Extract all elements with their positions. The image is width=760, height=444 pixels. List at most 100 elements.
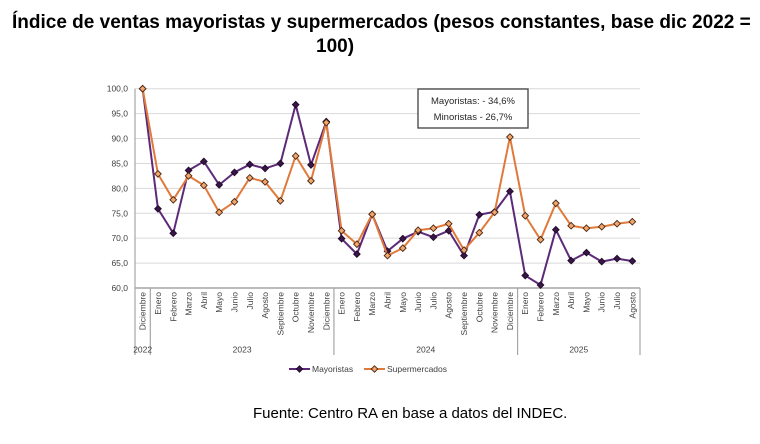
data-point-supermercados xyxy=(444,219,453,228)
data-point-supermercados xyxy=(475,228,484,237)
data-point-mayoristas xyxy=(597,257,606,266)
data-point-supermercados xyxy=(628,217,637,226)
data-point-mayoristas xyxy=(154,204,162,213)
data-point-mayoristas xyxy=(276,159,285,168)
y-tick-label: 65,0 xyxy=(111,258,128,268)
x-tick-label: Noviembre xyxy=(306,292,316,333)
data-point-mayoristas xyxy=(551,225,560,234)
x-tick-label: Octubre xyxy=(291,292,301,323)
legend-marker-mayoristas xyxy=(295,365,304,373)
data-point-mayoristas xyxy=(230,168,239,177)
x-axis-month-labels: Diciembre Enero Febrero Marzo Abril Mayo Junio… xyxy=(138,292,638,336)
data-point-mayoristas xyxy=(567,256,576,265)
data-point-supermercados xyxy=(398,244,407,253)
legend-item-supermercados: Supermercados xyxy=(364,364,447,374)
data-point-supermercados xyxy=(154,169,162,178)
data-point-mayoristas xyxy=(582,248,591,257)
x-tick-label: Agosto xyxy=(444,292,454,319)
y-tick-label: 60,0 xyxy=(111,283,128,293)
data-point-supermercados xyxy=(276,196,285,205)
data-point-mayoristas xyxy=(613,254,621,263)
x-tick-label: Julio xyxy=(245,292,255,310)
x-tick-label: Febrero xyxy=(168,292,178,322)
annotation-box: Mayoristas: - 34,6% Minoristas - 26,7% xyxy=(417,88,529,129)
series-supermercados xyxy=(138,84,637,260)
x-tick-label: Agosto xyxy=(260,292,270,319)
data-point-supermercados xyxy=(261,177,270,186)
data-point-mayoristas xyxy=(291,100,300,109)
x-tick-label: Noviembre xyxy=(490,292,500,333)
y-axis-tick-labels: 60,0 65,0 70,0 75,0 80,0 85,0 90,0 95,0 100,0 xyxy=(107,84,129,293)
data-point-supermercados xyxy=(368,210,377,219)
legend-marker-supermercados xyxy=(370,365,379,373)
y-tick-label: 100,0 xyxy=(107,84,129,94)
annotation-line: Mayoristas: - 34,6% xyxy=(431,96,515,107)
x-tick-label: Mayo xyxy=(581,292,591,313)
data-point-mayoristas xyxy=(475,210,484,219)
data-point-supermercados xyxy=(307,176,315,185)
data-point-supermercados xyxy=(230,197,239,206)
y-tick-label: 85,0 xyxy=(111,158,128,168)
data-point-supermercados xyxy=(337,226,346,235)
legend-item-mayoristas: Mayoristas xyxy=(289,364,353,374)
gridlines xyxy=(135,88,640,264)
data-point-supermercados xyxy=(199,181,208,190)
year-label: 2023 xyxy=(233,345,252,355)
series-mayoristas xyxy=(138,84,637,289)
year-label: 2022 xyxy=(133,345,152,355)
data-point-mayoristas xyxy=(429,233,438,242)
x-tick-label: Diciembre xyxy=(138,292,148,331)
x-tick-label: Enero xyxy=(520,292,530,315)
x-tick-label: Marzo xyxy=(367,292,377,316)
data-point-mayoristas xyxy=(307,160,315,169)
y-tick-label: 90,0 xyxy=(111,134,128,144)
legend-label: Mayoristas xyxy=(312,364,353,374)
x-tick-label: Abril xyxy=(199,292,209,309)
chart-title-line-1: Índice de ventas mayoristas y supermerca… xyxy=(12,12,751,33)
x-tick-label: Junio xyxy=(413,292,423,313)
data-point-supermercados xyxy=(184,171,193,180)
data-point-supermercados xyxy=(490,208,499,217)
data-point-mayoristas xyxy=(521,271,530,280)
data-point-mayoristas xyxy=(352,250,361,259)
year-label: 2025 xyxy=(569,345,588,355)
data-point-mayoristas xyxy=(398,234,407,243)
data-point-mayoristas xyxy=(261,164,270,173)
x-tick-label: Febrero xyxy=(536,292,546,322)
data-point-supermercados xyxy=(322,118,331,127)
x-tick-label: Diciembre xyxy=(321,292,331,331)
annotation-frame xyxy=(417,88,529,129)
data-point-supermercados xyxy=(245,173,254,182)
annotation-line: Minoristas - 26,7% xyxy=(434,112,513,123)
y-tick-label: 70,0 xyxy=(111,233,128,243)
data-point-mayoristas xyxy=(505,187,514,196)
data-point-supermercados xyxy=(505,133,514,141)
data-point-supermercados xyxy=(567,221,576,230)
x-tick-label: Septiembre xyxy=(275,292,285,336)
data-point-supermercados xyxy=(215,208,224,217)
x-tick-label: Febrero xyxy=(352,292,362,322)
data-point-supermercados xyxy=(551,199,560,208)
x-tick-label: Abril xyxy=(383,292,393,309)
y-tick-label: 80,0 xyxy=(111,183,128,193)
data-point-supermercados xyxy=(521,211,530,220)
data-point-supermercados xyxy=(169,195,178,204)
data-point-supermercados xyxy=(383,251,392,260)
data-point-mayoristas xyxy=(245,160,254,169)
data-point-mayoristas xyxy=(169,229,178,238)
x-tick-label: Agosto xyxy=(627,292,637,319)
x-tick-label: Abril xyxy=(566,292,576,309)
x-tick-label: Enero xyxy=(337,292,347,315)
x-tick-label: Mayo xyxy=(398,292,408,313)
data-point-mayoristas xyxy=(337,234,346,243)
year-label: 2024 xyxy=(416,345,435,355)
data-point-supermercados xyxy=(429,224,438,233)
x-tick-label: Marzo xyxy=(184,292,194,316)
data-point-mayoristas xyxy=(536,281,545,289)
x-tick-label: Octubre xyxy=(474,292,484,323)
axes xyxy=(134,88,641,355)
x-tick-label: Mayo xyxy=(214,292,224,313)
x-tick-label: Diciembre xyxy=(505,292,515,331)
data-point-mayoristas xyxy=(460,251,468,260)
